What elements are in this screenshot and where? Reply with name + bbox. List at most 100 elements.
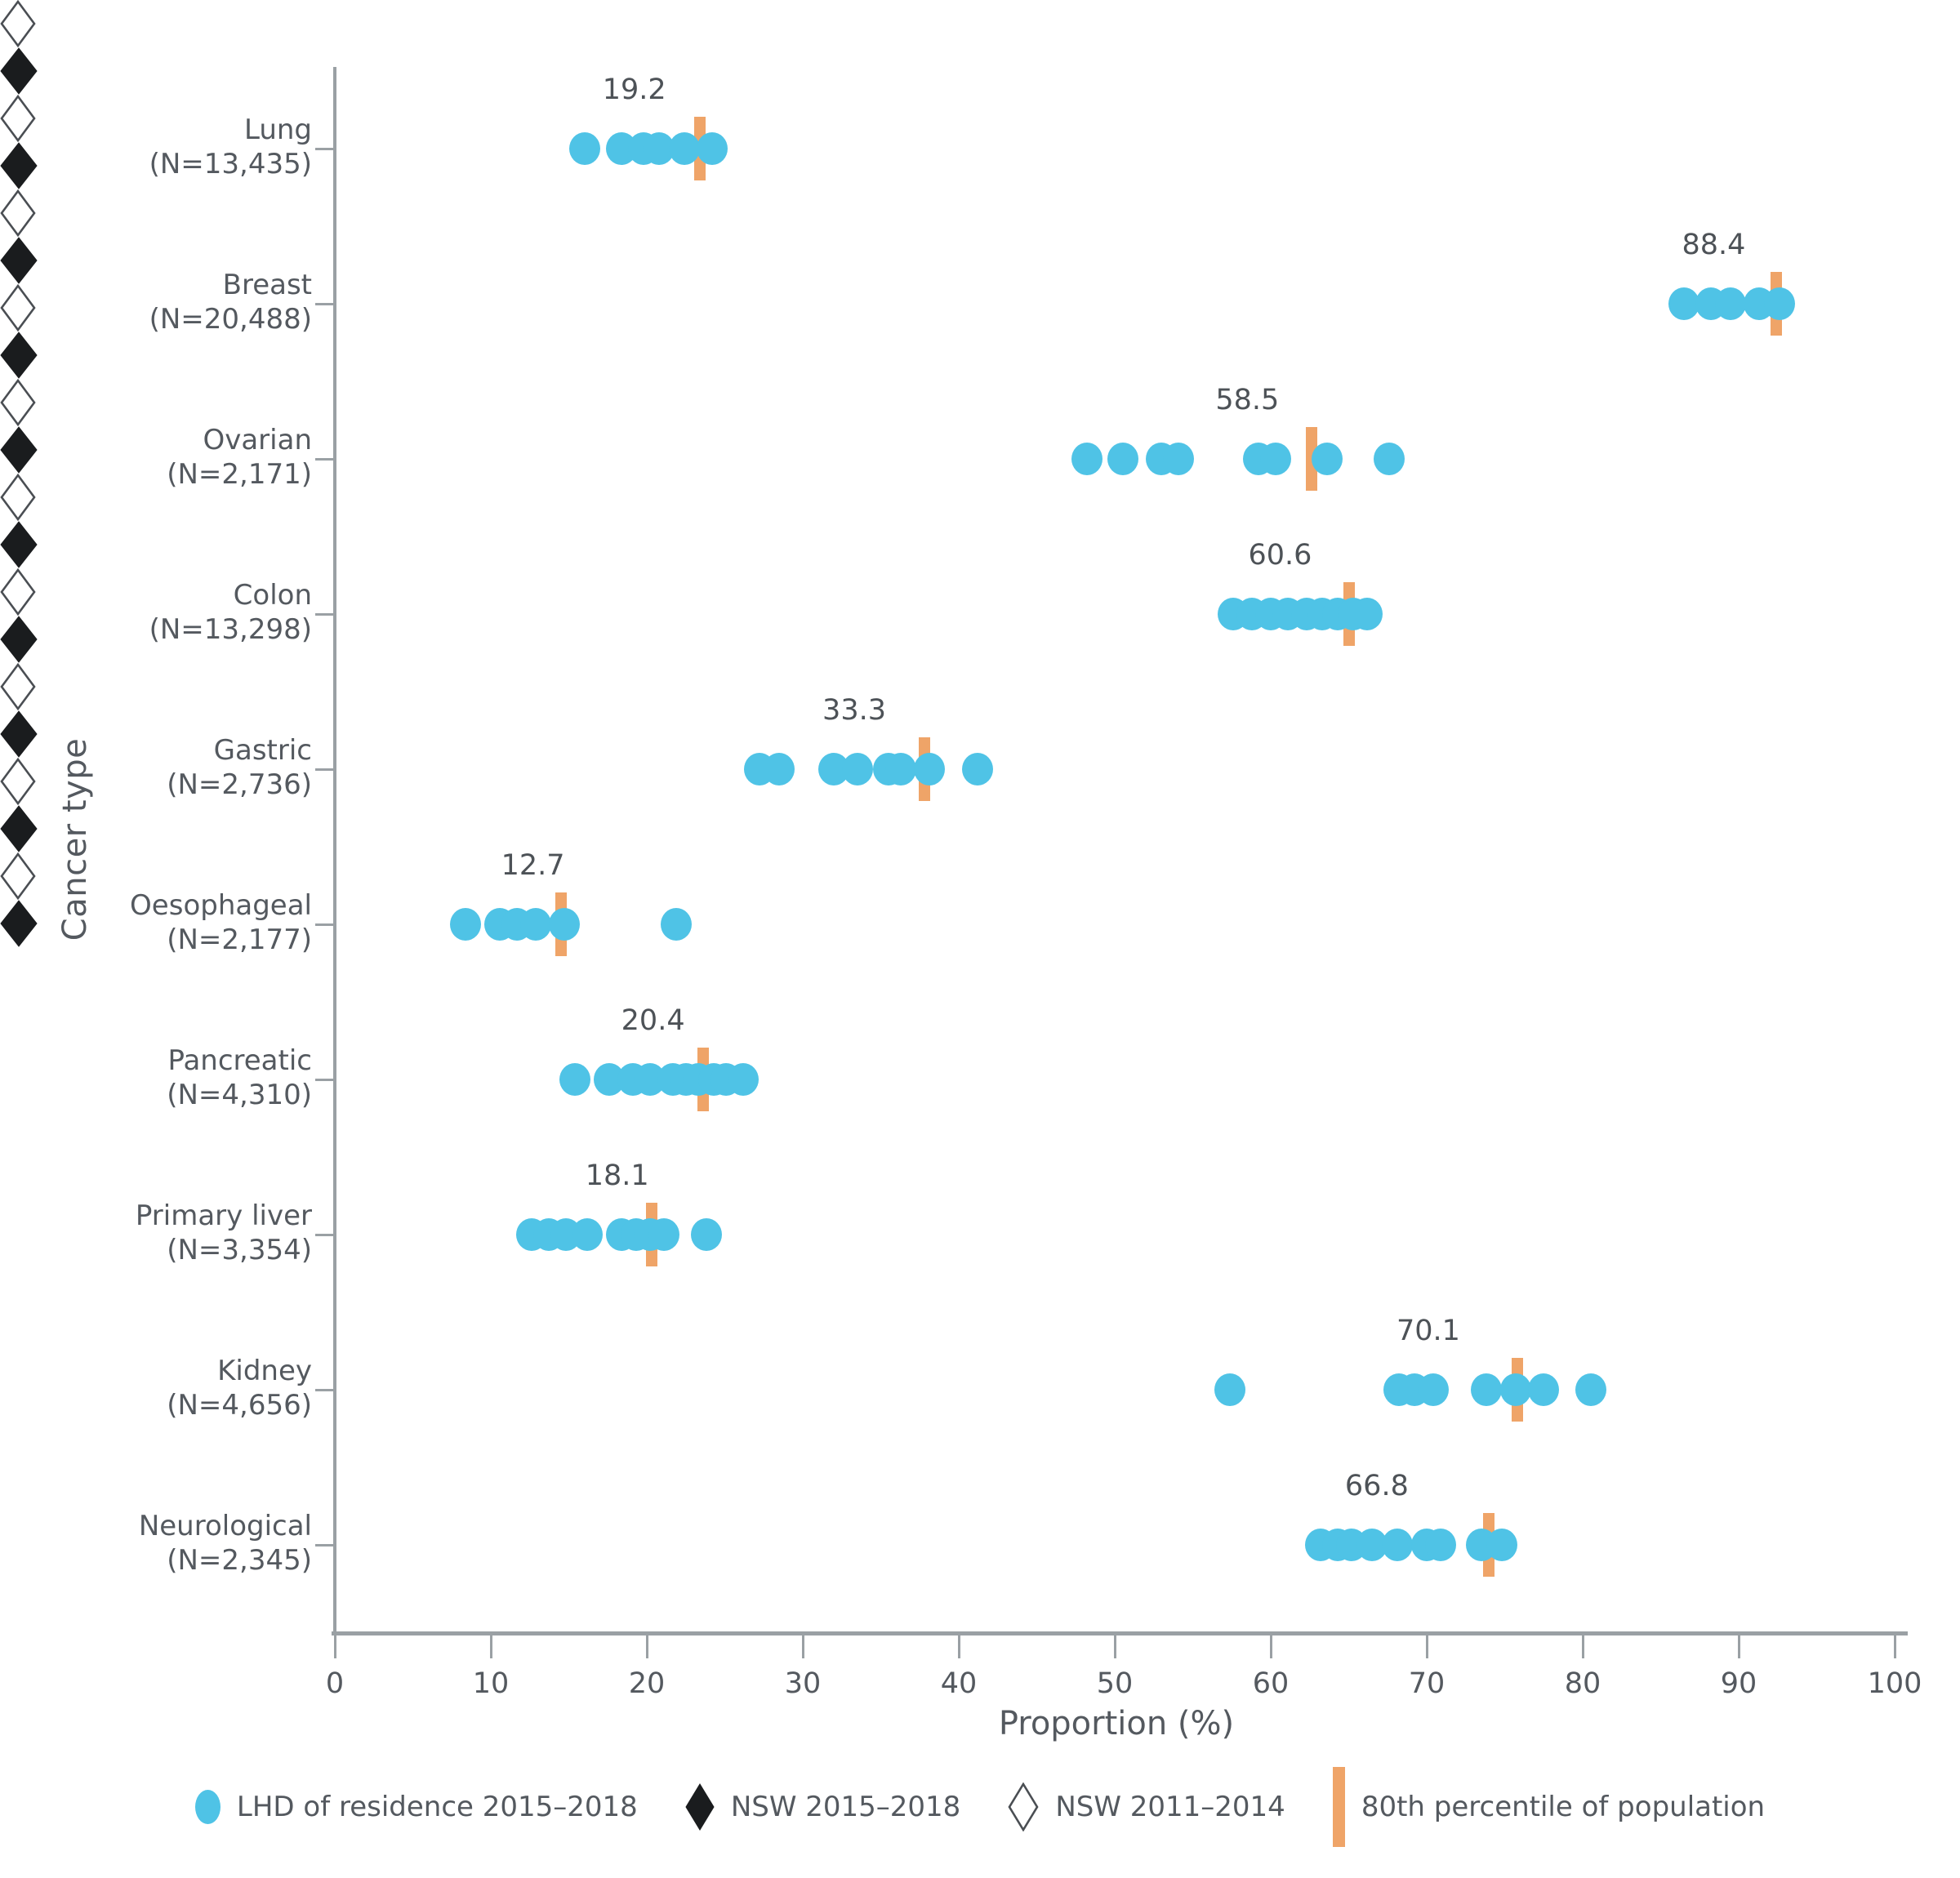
lhd-dot [841,753,873,785]
lhd-dot [1214,1373,1246,1406]
y-axis-tick [315,1388,335,1391]
nsw-2015-2018-diamond [0,237,1960,284]
lhd-dot [1107,443,1138,475]
value-label: 18.1 [585,1159,649,1192]
lhd-dot [961,753,993,785]
lhd-dot [1528,1373,1560,1406]
category-n-label: (N=13,435) [149,148,312,180]
x-axis-tick-label: 60 [1252,1667,1290,1700]
lhd-dot [559,1063,591,1096]
category-label: Lung (N=13,435) [0,113,312,181]
legend-item: 80th percentile of population [1332,1767,1766,1847]
legend-item: LHD of residence 2015–2018 [194,1790,638,1824]
y-axis-tick [315,768,335,771]
category-name: Gastric [213,734,312,767]
category-name: Breast [222,269,312,301]
x-axis-tick [1425,1635,1428,1658]
nsw-2011-2014-diamond [0,852,1960,900]
nsw-2015-2018-diamond [0,47,1960,95]
lhd-dot [885,753,917,785]
value-label: 19.2 [602,73,666,106]
y-axis-tick [315,457,335,461]
lhd-dot [1259,443,1291,475]
legend-label: 80th percentile of population [1361,1791,1766,1823]
value-label: 70.1 [1396,1315,1460,1347]
lhd-dot [1417,1373,1449,1406]
lhd-dot [1499,1373,1531,1406]
lhd-dot [1715,287,1747,320]
y-axis-tick [315,1543,335,1546]
nsw-2015-2018-diamond [0,616,1960,663]
nsw-2011-2014-diamond [0,284,1960,332]
category-label: Ovarian (N=2,171) [0,423,312,492]
x-axis-tick-label: 20 [628,1667,666,1700]
x-axis-tick-label: 80 [1564,1667,1601,1700]
nsw-2011-2014-diamond [0,663,1960,710]
category-n-label: (N=2,171) [167,458,312,491]
lhd-dot [450,908,482,941]
lhd-dot [1071,443,1102,475]
lhd-dot [1668,287,1700,320]
lhd-dot [1381,1529,1413,1561]
nsw-2011-2014-diamond [0,758,1960,805]
lhd-dot [572,1218,604,1251]
legend-item: NSW 2011–2014 [1008,1782,1285,1831]
black-diamond-icon [685,1783,715,1831]
x-axis-tick [801,1635,804,1658]
category-n-label: (N=3,354) [167,1234,312,1266]
category-label: Gastric (N=2,736) [0,733,312,802]
percentile-bar-icon [1332,1767,1345,1847]
nsw-2015-2018-diamond [0,426,1960,474]
category-name: Neurological [138,1510,312,1542]
legend-label: NSW 2015–2018 [730,1791,961,1823]
y-axis-tick [315,1078,335,1081]
category-label: Primary liver (N=3,354) [0,1199,312,1267]
lhd-dot [648,1218,679,1251]
category-n-label: (N=2,736) [167,768,312,801]
nsw-2015-2018-diamond [0,805,1960,852]
lhd-dot [1163,443,1195,475]
x-axis-tick [957,1635,960,1658]
category-label: Breast (N=20,488) [0,268,312,336]
lhd-dot [1575,1373,1606,1406]
nsw-2015-2018-diamond [0,521,1960,568]
category-label: Neurological (N=2,345) [0,1509,312,1578]
category-label: Oesophageal (N=2,177) [0,888,312,957]
x-axis-title: Proportion (%) [998,1705,1235,1742]
lhd-dot [520,908,552,941]
x-axis-tick [1113,1635,1116,1658]
category-name: Lung [243,113,312,146]
percentile-bar [1305,427,1317,491]
y-axis-line [333,67,336,1635]
lhd-dot [1425,1529,1457,1561]
x-axis-tick [1581,1635,1584,1658]
nsw-2011-2014-diamond [0,568,1960,616]
value-label: 20.4 [621,1004,685,1037]
lhd-dot [1763,287,1795,320]
value-label: 58.5 [1215,384,1280,416]
x-axis-tick [489,1635,492,1658]
lhd-dot [668,132,700,165]
value-label: 88.4 [1682,229,1746,261]
x-axis-tick [1737,1635,1740,1658]
value-label: 66.8 [1344,1470,1409,1502]
y-axis-tick [315,923,335,926]
category-label: Pancreatic (N=4,310) [0,1044,312,1112]
lhd-dot-icon [194,1790,220,1824]
nsw-2015-2018-diamond [0,142,1960,189]
nsw-2011-2014-diamond [0,95,1960,142]
legend: LHD of residence 2015–2018 NSW 2015–2018 N… [0,1754,1960,1860]
x-axis-tick-label: 30 [784,1667,822,1700]
x-axis-tick-label: 100 [1867,1667,1922,1700]
lhd-dot [764,753,795,785]
x-axis-tick-label: 10 [472,1667,510,1700]
category-n-label: (N=4,656) [167,1389,312,1422]
lhd-dot [728,1063,760,1096]
legend-label: NSW 2011–2014 [1055,1791,1285,1823]
lhd-dot [568,132,600,165]
x-axis-tick [1269,1635,1272,1658]
category-name: Oesophageal [130,889,312,922]
x-axis-tick-label: 50 [1096,1667,1134,1700]
